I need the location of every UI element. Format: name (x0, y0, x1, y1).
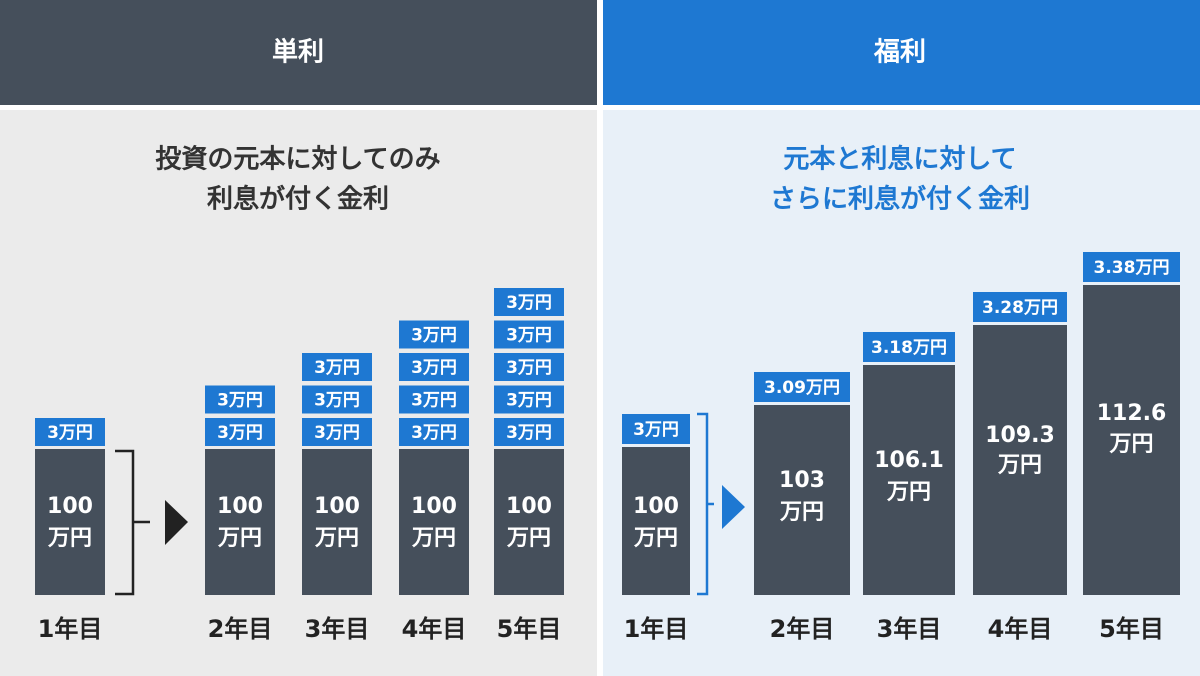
interest-box (35, 418, 105, 446)
interest-label: 3万円 (411, 326, 457, 346)
principal-label: 万円 (314, 526, 359, 551)
year-label: 2年目 (770, 615, 835, 643)
principal-label: 100 (217, 494, 263, 519)
interest-box (399, 353, 469, 381)
principal-label: 106.1 (874, 448, 944, 473)
interest-box (494, 385, 564, 414)
interest-label: 3万円 (506, 423, 552, 443)
principal-label: 100 (47, 494, 93, 519)
arrow (165, 500, 188, 545)
interest-label: 3.38万円 (1094, 258, 1170, 278)
left-header-bg (0, 0, 597, 105)
interest-box (863, 332, 955, 362)
interest-label: 3万円 (314, 391, 360, 411)
interest-box (302, 385, 372, 414)
principal-bar (302, 449, 372, 595)
interest-box (494, 353, 564, 381)
interest-box (1083, 252, 1180, 282)
principal-label: 万円 (997, 453, 1042, 478)
year-label: 3年目 (305, 615, 370, 643)
right-header: 福利 (873, 38, 926, 68)
arrow (722, 485, 745, 529)
year-label: 4年目 (402, 615, 467, 643)
interest-box (302, 418, 372, 446)
interest-box (973, 292, 1067, 322)
interest-box (205, 418, 275, 446)
year-label: 2年目 (208, 615, 273, 643)
interest-box (754, 372, 850, 402)
principal-label: 100 (506, 494, 552, 519)
principal-bar (205, 449, 275, 595)
principal-label: 109.3 (985, 423, 1055, 448)
interest-label: 3万円 (633, 420, 679, 440)
interest-box (494, 288, 564, 316)
interest-label: 3万円 (411, 391, 457, 411)
interest-box (494, 320, 564, 349)
interest-label: 3万円 (47, 423, 93, 443)
principal-bar (1083, 285, 1180, 595)
interest-label: 3万円 (506, 326, 552, 346)
principal-bar (863, 365, 955, 595)
interest-box (302, 353, 372, 381)
interest-box (399, 385, 469, 414)
interest-label: 3万円 (314, 358, 360, 378)
principal-bar (399, 449, 469, 595)
principal-label: 万円 (886, 480, 931, 505)
year-label: 1年目 (624, 615, 689, 643)
principal-bar (754, 405, 850, 595)
principal-label: 万円 (411, 526, 456, 551)
interest-box (205, 385, 275, 414)
principal-label: 112.6 (1097, 401, 1167, 426)
principal-label: 万円 (217, 526, 262, 551)
bracket (115, 449, 150, 596)
interest-label: 3万円 (506, 358, 552, 378)
principal-label: 万円 (47, 526, 92, 551)
right-description: 元本と利息に対して (783, 144, 1016, 175)
interest-box (399, 320, 469, 349)
interest-label: 3.09万円 (764, 378, 840, 398)
interest-label: 3.18万円 (871, 338, 947, 358)
interest-box (399, 418, 469, 446)
principal-bar (35, 449, 105, 595)
left-description: 利息が付く金利 (207, 184, 389, 215)
interest-label: 3万円 (411, 423, 457, 443)
interest-label: 3.28万円 (982, 298, 1058, 318)
left-description: 投資の元本に対してのみ (155, 145, 440, 175)
principal-label: 万円 (779, 500, 824, 525)
principal-label: 万円 (506, 526, 551, 551)
right-header-bg (603, 0, 1200, 105)
interest-label: 3万円 (506, 391, 552, 411)
principal-label: 100 (633, 494, 679, 519)
principal-label: 103 (779, 468, 825, 493)
principal-label: 万円 (633, 526, 678, 551)
year-label: 4年目 (988, 615, 1053, 643)
year-label: 5年目 (497, 615, 562, 643)
year-label: 3年目 (877, 615, 942, 643)
interest-box (494, 418, 564, 446)
interest-box (622, 414, 690, 444)
principal-label: 万円 (1108, 432, 1153, 457)
principal-bar (622, 447, 690, 595)
year-label: 5年目 (1099, 615, 1164, 643)
principal-bar (494, 449, 564, 595)
principal-bar (973, 325, 1067, 595)
year-label: 1年目 (38, 615, 103, 643)
interest-label: 3万円 (217, 423, 263, 443)
principal-label: 100 (411, 494, 457, 519)
bracket (697, 412, 714, 596)
principal-label: 100 (314, 494, 360, 519)
left-header: 単利 (272, 38, 324, 68)
interest-label: 3万円 (506, 293, 552, 313)
right-description: さらに利息が付く金利 (770, 184, 1030, 215)
interest-label: 3万円 (314, 423, 360, 443)
interest-label: 3万円 (217, 391, 263, 411)
interest-label: 3万円 (411, 358, 457, 378)
